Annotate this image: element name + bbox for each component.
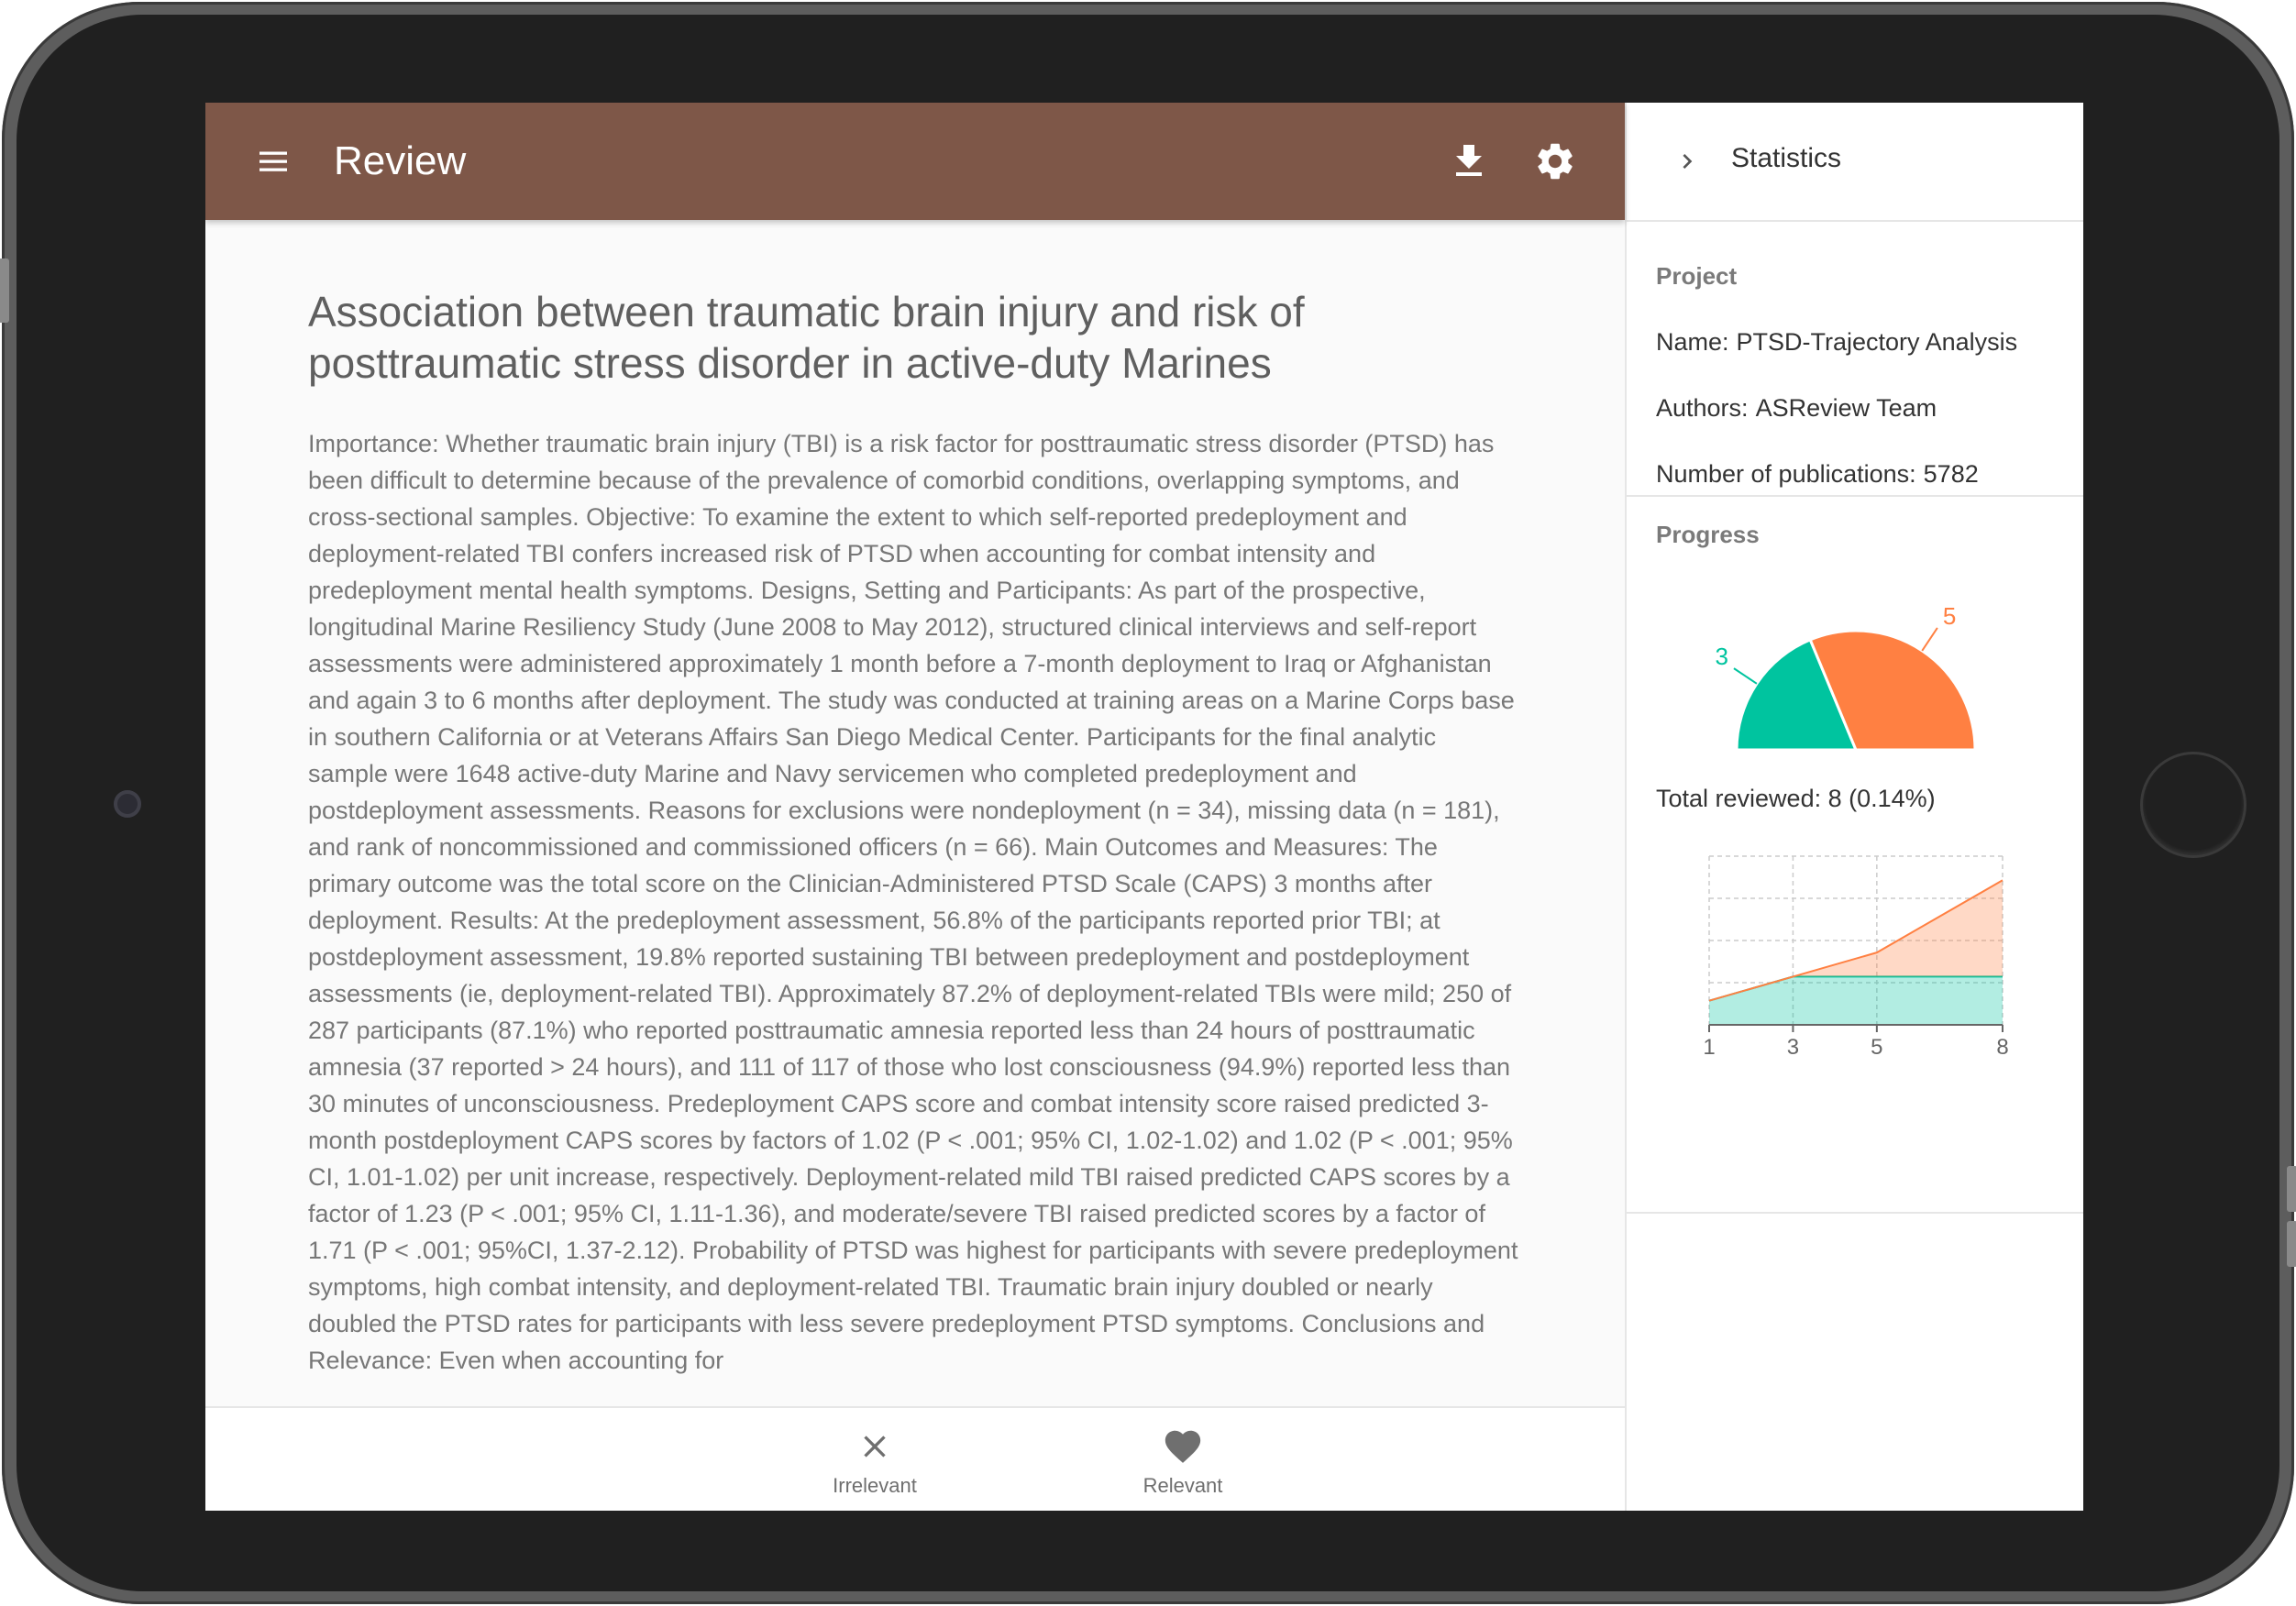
total-reviewed: Total reviewed: 8 (0.14%) [1656, 785, 1936, 812]
page-title: Review [334, 138, 467, 183]
record-content: Association between traumatic brain inju… [308, 286, 1537, 1505]
camera-icon [114, 790, 141, 818]
pie-slice-3 [1735, 637, 1859, 752]
x-tick-label: 8 [1996, 1035, 2008, 1060]
home-button[interactable] [2140, 752, 2246, 858]
area-series-1 [1709, 880, 2003, 1001]
project-heading: Project [1656, 262, 1738, 290]
project-authors-value: ASReview Team [1755, 394, 1937, 422]
statistics-panel: Statistics Project Name: PTSD-Trajectory … [1625, 103, 2083, 1511]
heart-icon [1165, 1430, 1201, 1463]
gear-icon[interactable] [1533, 139, 1577, 183]
irrelevant-label: Irrelevant [833, 1474, 917, 1497]
project-authors-key: Authors: [1656, 394, 1749, 422]
statistics-title: Statistics [1731, 143, 1842, 173]
download-icon[interactable] [1447, 139, 1491, 183]
project-publications: Number of publications: 5782 [1656, 460, 1979, 489]
pie-label-5: 5 [1943, 602, 1956, 630]
pie-leader-5 [1921, 627, 1938, 652]
area-line-1 [1708, 879, 2003, 1002]
project-name-key: Name: [1656, 328, 1729, 356]
relevant-button[interactable]: Relevant [1091, 1426, 1275, 1498]
area-series-0 [1709, 976, 2003, 1025]
app-bar: Review [205, 103, 1625, 220]
irrelevant-button[interactable]: Irrelevant [783, 1426, 966, 1498]
project-publications-value: 5782 [1923, 460, 1979, 488]
x-tick-label: 5 [1871, 1035, 1882, 1060]
review-main: Review Association between traumatic bra… [205, 103, 1625, 1511]
progress-area-chart: 1 3 5 8 [1703, 855, 2009, 1060]
side-button-right-bottom [2287, 1221, 2296, 1267]
record-abstract: Importance: Whether traumatic brain inju… [308, 430, 1518, 1374]
volume-button [0, 258, 9, 323]
progress-heading: Progress [1656, 521, 1760, 548]
project-authors: Authors: ASReview Team [1656, 394, 1937, 423]
record-title: Association between traumatic brain inju… [308, 288, 1305, 387]
decision-bar: Irrelevant Relevant [205, 1406, 1625, 1511]
app-screen: Review Association between traumatic bra… [205, 103, 2083, 1511]
project-name: Name: PTSD-Trajectory Analysis [1656, 328, 2017, 357]
pie-label-3: 3 [1715, 643, 1728, 670]
statistics-header: Statistics [1627, 103, 2083, 222]
close-icon [864, 1436, 886, 1458]
side-button-right-top [2287, 1166, 2296, 1212]
progress-pie-chart: 35 [1715, 602, 1977, 752]
chevron-right-icon[interactable] [1672, 147, 1702, 176]
project-section: Project Name: PTSD-Trajectory Analysis Au… [1627, 222, 2083, 497]
project-publications-key: Number of publications: [1656, 460, 1916, 488]
x-tick-label: 3 [1787, 1035, 1799, 1060]
pie-slice-5 [1808, 629, 1977, 752]
pie-leader-3 [1733, 667, 1758, 685]
project-name-value: PTSD-Trajectory Analysis [1736, 328, 2018, 356]
relevant-label: Relevant [1142, 1474, 1223, 1497]
menu-icon[interactable] [257, 145, 290, 178]
x-tick-label: 1 [1703, 1035, 1715, 1060]
